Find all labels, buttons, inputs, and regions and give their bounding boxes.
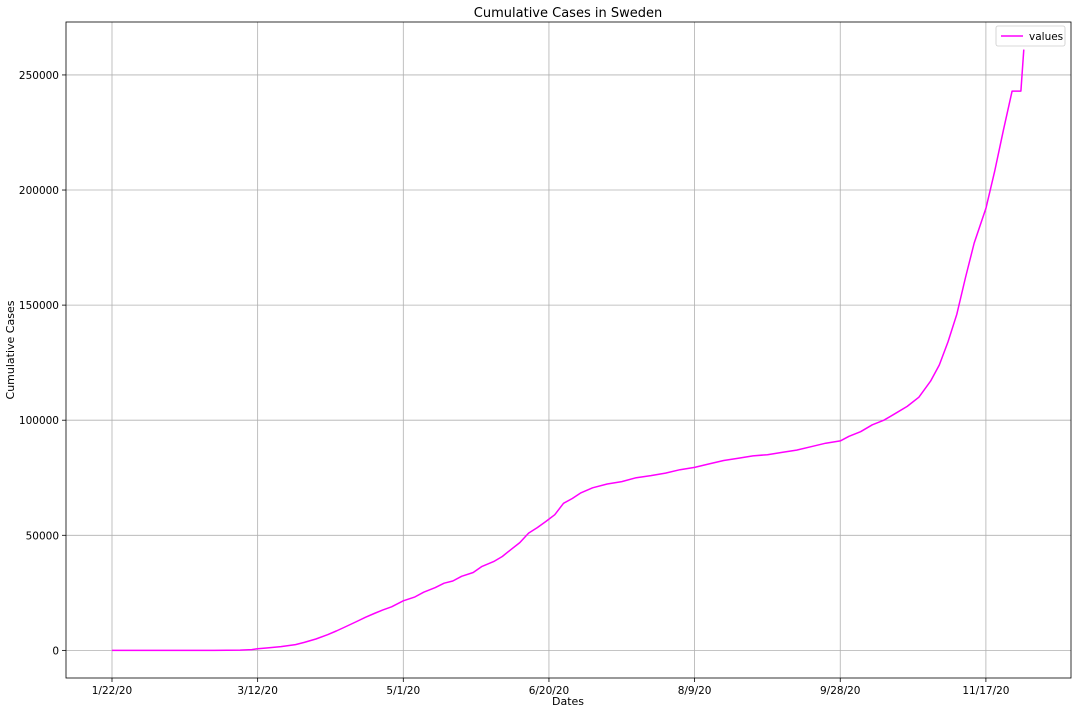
y-tick-label-1: 50000 (26, 530, 59, 542)
y-tick-label-2: 100000 (19, 415, 59, 427)
series-line-0 (112, 49, 1025, 652)
series-lines (112, 49, 1025, 652)
y-tick-label-5: 250000 (19, 70, 59, 82)
chart-title: Cumulative Cases in Sweden (474, 6, 662, 21)
legend-box (995, 25, 1066, 47)
x-tick-label-5: 9/28/20 (820, 685, 860, 697)
x-tick-label-2: 5/1/20 (386, 685, 420, 697)
x-tick-label-0: 1/22/20 (92, 685, 132, 697)
x-tick-label-3: 6/20/20 (529, 685, 569, 697)
x-tick-label-1: 3/12/20 (237, 685, 277, 697)
y-axis-label: Cumulative Cases (4, 300, 17, 399)
y-axis-ticks: 0 50000 100000 150000 200000 250000 (19, 70, 66, 657)
legend: values (995, 25, 1066, 47)
x-axis-ticks: 1/22/20 3/12/20 5/1/20 6/20/20 8/9/20 9/28/20… (92, 678, 1009, 697)
legend-entry-values: values (1029, 31, 1063, 43)
plot-frame (65, 21, 1072, 679)
x-tick-label-4: 8/9/20 (678, 685, 712, 697)
x-axis-label: Dates (552, 695, 584, 708)
y-tick-label-0: 0 (52, 645, 59, 657)
y-tick-label-4: 200000 (19, 185, 59, 197)
y-tick-label-3: 150000 (19, 300, 59, 312)
x-tick-label-6: 11/17/20 (962, 685, 1009, 697)
grid-lines (66, 22, 1071, 678)
